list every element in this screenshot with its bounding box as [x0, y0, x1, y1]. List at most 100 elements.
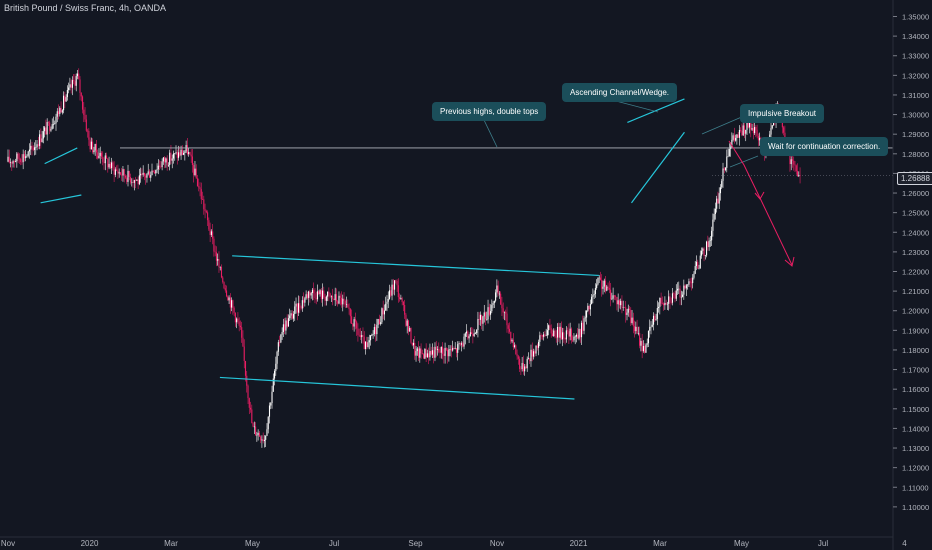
candle-body [680, 296, 682, 298]
annotation-continuation[interactable]: Wait for continuation correction. [760, 137, 889, 156]
candle-body [535, 345, 537, 354]
annotation-impulsive-breakout[interactable]: Impulsive Breakout [740, 104, 825, 123]
candle-body [41, 138, 43, 142]
candle-body [314, 293, 316, 299]
candle-body [649, 326, 651, 331]
candle-body [285, 320, 287, 331]
candle-body [297, 303, 300, 313]
candle-body [728, 148, 730, 157]
candle-body [114, 169, 116, 175]
candle-body [409, 327, 411, 332]
candle-body [727, 156, 729, 157]
candle-body [103, 161, 105, 164]
candle-body [597, 278, 599, 285]
candle-body [697, 261, 699, 269]
candle-body [455, 348, 458, 353]
candle-body [366, 341, 368, 347]
annotation-previous-highs[interactable]: Previous highs, double tops [432, 102, 547, 121]
candle-body [439, 351, 441, 353]
candle-body [592, 295, 594, 297]
candle-body [145, 175, 147, 178]
candle-body [343, 298, 345, 301]
candle-body [209, 229, 211, 235]
price-tick-label: 1.13000 [902, 444, 929, 453]
candle-body [75, 76, 77, 86]
candle-body [275, 363, 277, 371]
candle-body [668, 296, 670, 304]
candle-body [147, 171, 149, 174]
candle-body [604, 280, 607, 291]
candle-body [580, 322, 583, 338]
candle-body [203, 199, 205, 210]
price-tick-label: 1.10000 [902, 503, 929, 512]
candle-body [718, 193, 720, 204]
candle-body [127, 170, 129, 182]
time-tick-label: May [734, 539, 749, 548]
candle-body [109, 163, 111, 169]
candle-body [655, 318, 657, 320]
candle-body [261, 439, 263, 441]
candle-body [612, 295, 614, 299]
candle-body [248, 398, 250, 408]
candle-body [30, 145, 32, 150]
time-axis[interactable]: Nov 2020 Mar May Jul Sep Nov 2021 Mar May Jul 4 [1, 539, 907, 548]
candle-body [27, 151, 29, 156]
candle-body [746, 121, 748, 130]
candle-body [616, 297, 618, 305]
candle-body [610, 289, 612, 300]
candle-body [15, 161, 17, 162]
candle-body [539, 335, 541, 342]
candle-body [256, 434, 258, 436]
candle-body [378, 319, 380, 325]
chart-title: British Pound / Swiss Franc, 4h, OANDA [4, 3, 167, 13]
candle-body [12, 161, 14, 164]
candle-body [554, 330, 556, 338]
candle-body [273, 370, 276, 379]
price-tick-label: 1.32000 [902, 71, 929, 80]
candle-body [565, 330, 567, 340]
candle-body [664, 302, 666, 306]
candle-body [70, 84, 72, 88]
candle-body [428, 353, 430, 358]
candle-body [270, 403, 272, 406]
candle-body [276, 351, 278, 364]
candle-body [391, 284, 393, 296]
annotation-ascending-channel[interactable]: Ascending Channel/Wedge. [562, 83, 678, 102]
candle-body [464, 333, 466, 337]
candle-body [372, 333, 374, 335]
candle-body [156, 169, 158, 171]
trendline-pre-2020-flag-bottom [40, 194, 82, 204]
price-axis[interactable]: 1.35000 1.34000 1.33000 1.32000 1.31000 1.300… [893, 13, 929, 512]
candle-body [466, 331, 468, 334]
candle-body [770, 128, 772, 135]
candle-body [556, 326, 559, 338]
candle-body [507, 325, 509, 329]
candle-body [89, 139, 91, 150]
candle-body [162, 157, 164, 162]
time-tick-label: Jul [818, 539, 828, 548]
candle-body [73, 80, 75, 82]
candle-body [630, 309, 632, 324]
time-tick-label: 2020 [81, 539, 99, 548]
candle-body [651, 324, 653, 327]
candle-body [687, 284, 689, 286]
candle-body [471, 332, 473, 335]
candle-body [186, 145, 188, 155]
candle-body [421, 353, 423, 355]
candle-body [723, 168, 725, 171]
candle-body [150, 175, 152, 178]
candle-body [183, 152, 185, 155]
candle-body [615, 296, 617, 298]
candle-body [166, 158, 168, 166]
candle-body [385, 303, 387, 311]
candle-body [709, 240, 711, 241]
candle-body [68, 87, 70, 91]
candle-body [741, 130, 743, 136]
candle-body [76, 73, 79, 77]
candle-body [164, 157, 166, 163]
candle-body [425, 348, 427, 358]
candle-body [249, 407, 252, 410]
candle-body [721, 180, 723, 188]
candle-body [506, 313, 508, 326]
